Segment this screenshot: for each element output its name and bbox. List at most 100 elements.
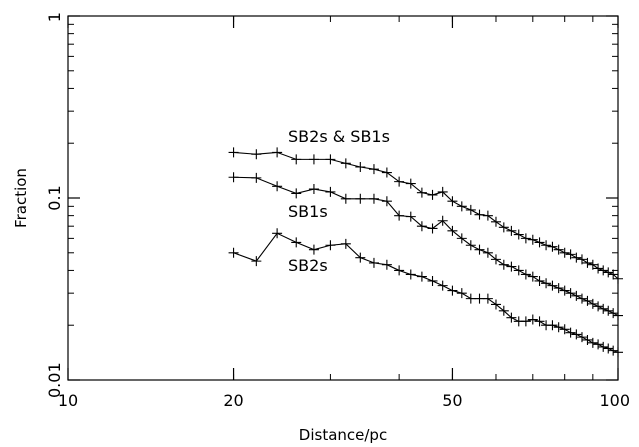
data-point (381, 259, 392, 270)
data-point (272, 181, 283, 192)
data-point (405, 178, 416, 189)
data-point (308, 244, 319, 255)
y-tick-label: 0.01 (45, 362, 64, 398)
data-point (456, 233, 467, 244)
data-point (228, 147, 239, 158)
data-point (547, 241, 558, 252)
data-point (308, 154, 319, 165)
series-label-sb2s-sb1s: SB2s & SB1s (288, 127, 390, 146)
data-point (520, 316, 531, 327)
major-ticks (67, 15, 619, 381)
series-label-sb2s: SB2s (288, 256, 328, 275)
x-tick-label: 20 (223, 391, 243, 410)
data-point (340, 193, 351, 204)
data-point (593, 339, 604, 350)
data-point (474, 209, 485, 220)
data-point (474, 244, 485, 255)
data-point (405, 269, 416, 280)
data-point (520, 269, 531, 280)
data-point (251, 256, 262, 267)
x-axis-label: Distance/pc (299, 426, 387, 444)
data-point (571, 290, 582, 301)
data-point (251, 149, 262, 160)
x-tick-label: 100 (599, 391, 630, 410)
data-point (355, 193, 366, 204)
data-point (513, 265, 524, 276)
data-point (482, 247, 493, 258)
data-point (437, 280, 448, 291)
data-point (613, 273, 623, 284)
data-point (291, 237, 302, 248)
series-label-sb1s: SB1s (288, 202, 328, 221)
data-point (381, 167, 392, 178)
tick-labels: 10 20 50 100 0.01 0.1 1 (45, 12, 630, 410)
data-point (447, 196, 458, 207)
data-point (447, 285, 458, 296)
data-point (613, 310, 623, 321)
data-point (559, 247, 570, 258)
data-point (228, 247, 239, 258)
data-point (228, 172, 239, 183)
data-point (613, 347, 623, 358)
data-point (490, 216, 501, 227)
data-point (325, 186, 336, 197)
data-point (394, 265, 405, 276)
x-tick-label: 50 (442, 391, 462, 410)
data-point (576, 254, 587, 265)
data-point (465, 204, 476, 215)
data-point (559, 324, 570, 335)
data-point (576, 332, 587, 343)
data-point (565, 327, 576, 338)
data-point (506, 261, 517, 272)
data-point (465, 293, 476, 304)
data-point (340, 238, 351, 249)
series-layer (228, 147, 623, 358)
x-tick-label: 10 (58, 391, 78, 410)
data-point (565, 288, 576, 299)
data-point (553, 322, 564, 333)
data-point (587, 259, 598, 270)
data-point (506, 225, 517, 236)
data-point (520, 233, 531, 244)
data-point (251, 172, 262, 183)
y-tick-label: 0.1 (45, 185, 64, 210)
data-point (571, 252, 582, 263)
data-point (308, 184, 319, 195)
data-point (576, 293, 587, 304)
data-point (598, 303, 609, 314)
data-point (498, 259, 509, 270)
data-point (416, 187, 427, 198)
data-point (565, 249, 576, 260)
data-point (513, 229, 524, 240)
data-point (582, 334, 593, 345)
data-point (527, 271, 538, 282)
series-line-1 (233, 176, 619, 317)
data-point (593, 263, 604, 274)
data-point (587, 337, 598, 348)
data-point (325, 154, 336, 165)
data-point (368, 257, 379, 268)
data-point (447, 225, 458, 236)
data-point (541, 240, 552, 251)
data-point (437, 215, 448, 226)
data-point (416, 221, 427, 232)
data-point (608, 308, 619, 319)
data-point (368, 164, 379, 175)
data-point (603, 343, 614, 354)
data-point (490, 254, 501, 265)
data-point (381, 196, 392, 207)
y-tick-label: 1 (45, 12, 64, 22)
data-point (559, 285, 570, 296)
data-point (456, 201, 467, 212)
data-point (482, 293, 493, 304)
data-point (456, 288, 467, 299)
data-point (547, 280, 558, 291)
data-point (506, 312, 517, 323)
data-point (598, 265, 609, 276)
data-point (427, 189, 438, 200)
data-point (553, 283, 564, 294)
data-point (490, 299, 501, 310)
y-axis-label: Fraction (12, 168, 30, 228)
data-point (603, 305, 614, 316)
